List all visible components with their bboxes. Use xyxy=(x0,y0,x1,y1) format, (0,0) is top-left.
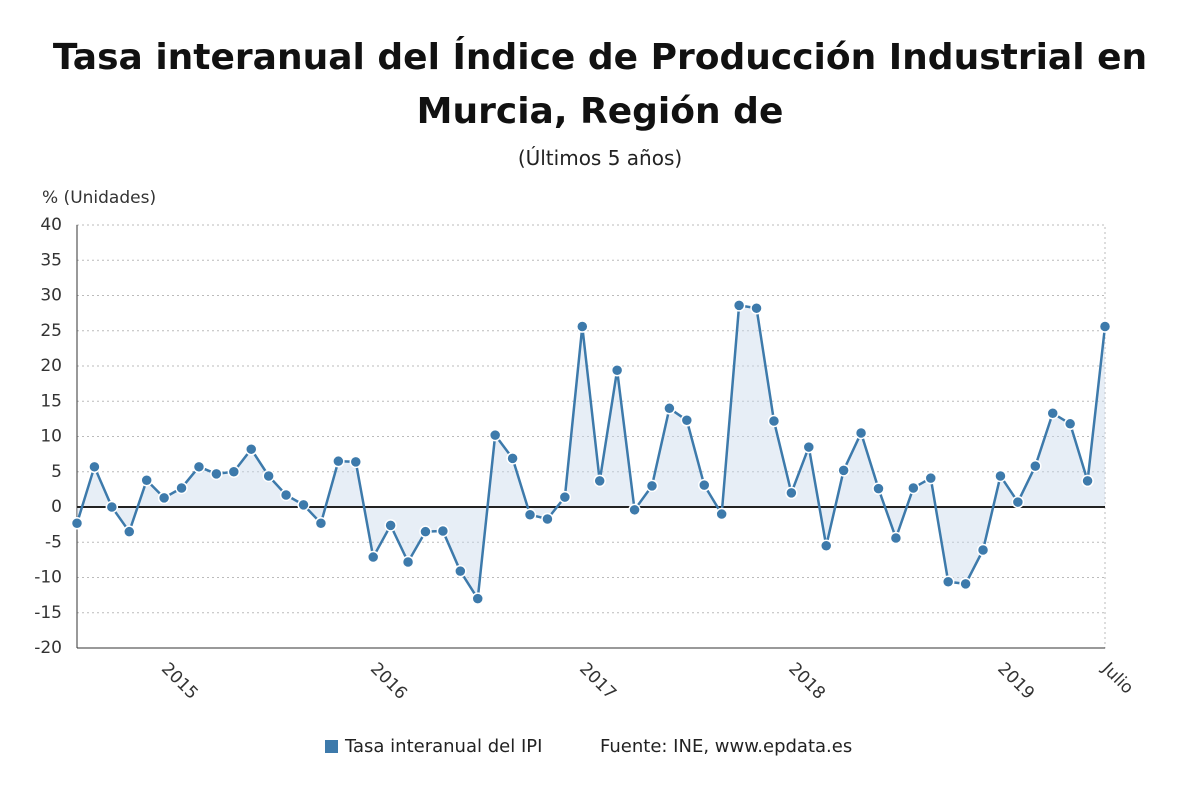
marker xyxy=(88,460,101,474)
y-axis-label: % (Unidades) xyxy=(42,188,156,208)
y-tick-label: 0 xyxy=(51,497,62,517)
y-tick-label: 35 xyxy=(40,250,62,270)
marker xyxy=(854,426,868,440)
marker xyxy=(558,490,572,504)
marker xyxy=(628,503,641,517)
x-tick-label: 2016 xyxy=(366,659,411,704)
marker xyxy=(227,465,241,478)
marker xyxy=(698,478,711,492)
y-tick-label: 40 xyxy=(40,215,62,235)
marker xyxy=(366,550,380,564)
y-tick-label: 25 xyxy=(40,321,62,341)
marker xyxy=(523,508,537,522)
marker xyxy=(332,454,345,468)
area xyxy=(77,305,1105,599)
marker xyxy=(419,525,432,538)
marker xyxy=(123,525,136,538)
marker xyxy=(471,592,484,605)
x-tick-label: Julio xyxy=(1097,658,1137,698)
marker xyxy=(802,440,816,454)
marker xyxy=(976,543,990,557)
marker xyxy=(680,414,694,427)
marker xyxy=(1063,417,1077,431)
marker xyxy=(401,555,415,569)
marker xyxy=(715,507,728,521)
y-tick-label: 15 xyxy=(40,391,62,411)
marker xyxy=(70,516,84,530)
marker xyxy=(819,539,833,553)
chart-subtitle: (Últimos 5 años) xyxy=(517,146,683,170)
y-tick-label: 10 xyxy=(40,427,62,447)
marker xyxy=(349,455,363,469)
source: Fuente: INE, www.epdata.es xyxy=(600,736,852,757)
marker xyxy=(244,442,258,456)
marker xyxy=(488,428,502,442)
legend-swatch xyxy=(325,740,338,753)
x-tick-label: 2017 xyxy=(575,659,620,704)
marker xyxy=(279,488,293,502)
marker xyxy=(924,471,938,485)
marker xyxy=(959,577,972,591)
x-tick-label: 2015 xyxy=(157,659,202,704)
marker xyxy=(1098,320,1112,333)
marker xyxy=(1011,495,1025,509)
y-tick-label: 5 xyxy=(51,462,62,482)
marker xyxy=(872,482,885,495)
marker xyxy=(210,467,223,481)
x-tick-label: 2018 xyxy=(784,659,829,704)
marker xyxy=(157,491,171,505)
marker xyxy=(837,464,850,477)
chart-title: Tasa interanual del Índice de Producción… xyxy=(52,37,1148,132)
marker xyxy=(907,481,920,495)
marker xyxy=(384,519,397,532)
y-tick-label: -20 xyxy=(34,638,62,658)
marker xyxy=(750,301,763,315)
marker xyxy=(610,363,624,377)
marker xyxy=(175,481,188,495)
y-tick-label: 30 xyxy=(40,286,62,306)
legend-label: Tasa interanual del IPI xyxy=(344,736,542,757)
marker xyxy=(436,524,450,538)
marker xyxy=(262,469,275,483)
marker xyxy=(506,452,519,465)
marker xyxy=(1081,474,1094,488)
y-tick-label: -15 xyxy=(34,603,62,623)
marker xyxy=(994,469,1007,483)
marker xyxy=(192,460,206,474)
marker xyxy=(889,531,903,545)
y-tick-label: -10 xyxy=(34,568,62,588)
marker xyxy=(1029,459,1042,473)
marker xyxy=(105,500,119,514)
marker xyxy=(785,486,798,500)
marker xyxy=(140,473,153,487)
marker xyxy=(941,575,955,588)
x-tick-label: 2019 xyxy=(993,659,1038,704)
marker xyxy=(767,414,781,428)
marker xyxy=(541,512,554,526)
marker xyxy=(593,474,606,488)
marker xyxy=(454,564,467,578)
marker xyxy=(645,479,659,493)
marker xyxy=(314,516,328,530)
marker xyxy=(732,299,746,312)
y-tick-label: -5 xyxy=(45,532,62,552)
marker xyxy=(297,498,310,512)
marker xyxy=(1046,406,1059,420)
y-tick-label: 20 xyxy=(40,356,62,376)
marker xyxy=(663,402,676,415)
marker xyxy=(576,320,589,333)
